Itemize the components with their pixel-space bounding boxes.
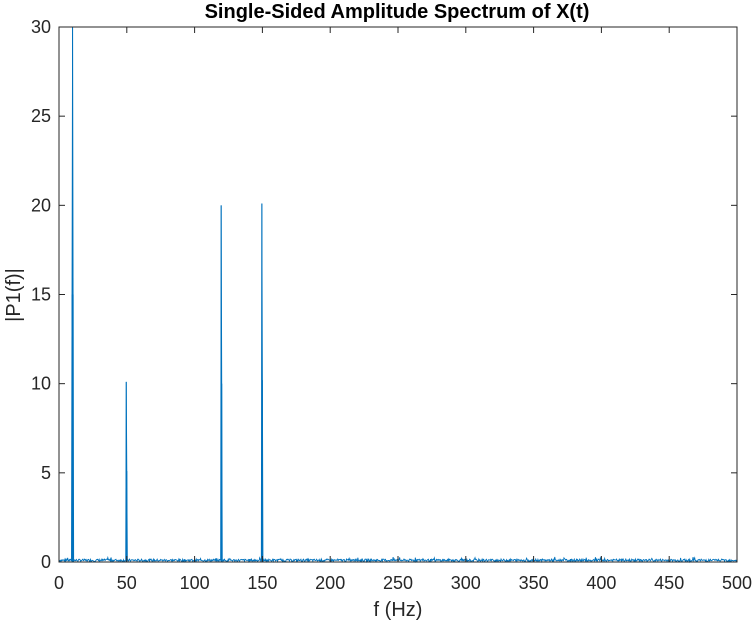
x-tick-label: 400 [586, 573, 616, 593]
x-tick-label: 250 [383, 573, 413, 593]
y-axis: 0 5 10 15 20 25 30 [31, 17, 737, 572]
plot-area [58, 26, 738, 564]
chart-title: Single-Sided Amplitude Spectrum of X(t) [205, 1, 590, 23]
x-tick-label: 150 [247, 573, 277, 593]
x-axis-label: f (Hz) [374, 599, 423, 621]
y-tick-label: 10 [31, 374, 51, 394]
x-tick-label: 200 [315, 573, 345, 593]
y-tick-label: 30 [31, 17, 51, 37]
plot-background [59, 27, 737, 562]
y-tick-label: 0 [41, 552, 51, 572]
x-tick-label: 50 [117, 573, 137, 593]
x-tick-label: 300 [451, 573, 481, 593]
x-axis: 0 50 100 150 200 250 300 350 400 450 500 [54, 27, 752, 593]
y-axis-label: |P1(f)| [3, 268, 25, 322]
y-tick-label: 5 [41, 463, 51, 483]
x-tick-label: 0 [54, 573, 64, 593]
y-tick-label: 15 [31, 285, 51, 305]
x-tick-label: 350 [519, 573, 549, 593]
x-tick-label: 450 [654, 573, 684, 593]
y-tick-label: 25 [31, 106, 51, 126]
x-tick-label: 100 [180, 573, 210, 593]
y-tick-label: 20 [31, 195, 51, 215]
x-tick-label: 500 [722, 573, 752, 593]
